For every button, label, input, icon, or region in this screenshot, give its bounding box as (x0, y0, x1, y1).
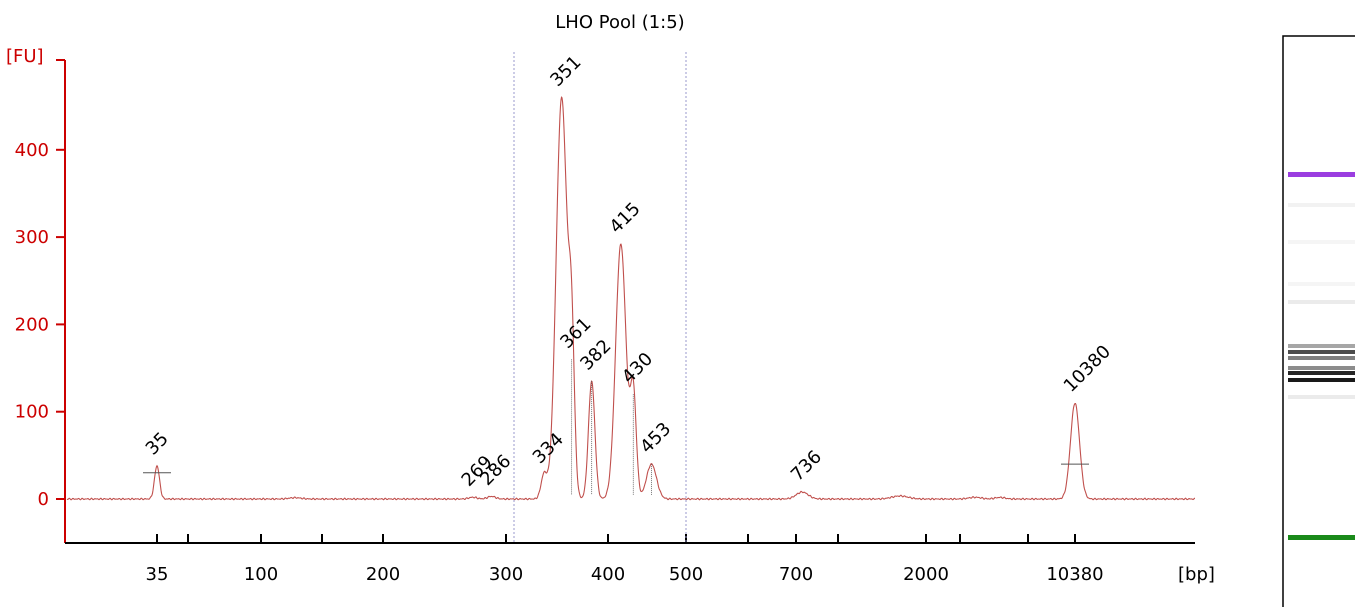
gel-band (1288, 282, 1355, 286)
gel-lane (1282, 35, 1355, 607)
peak-label: 351 (546, 52, 585, 91)
chart-title: LHO Pool (1:5) (555, 12, 684, 33)
gel-band (1288, 300, 1355, 304)
gel-band (1288, 203, 1355, 207)
gel-band (1288, 371, 1355, 375)
y-tick-label: 400 (15, 140, 49, 161)
gel-marker-band (1288, 172, 1355, 177)
y-tick-label: 100 (15, 402, 49, 423)
x-axis-label: [bp] (1178, 564, 1215, 585)
gel-marker-band (1288, 535, 1355, 540)
gel-band (1288, 344, 1355, 348)
x-tick-label: 35 (146, 564, 169, 585)
x-tick-label: 500 (669, 564, 703, 585)
gel-band (1288, 356, 1355, 360)
x-tick-label: 10380 (1046, 564, 1103, 585)
peak-label: 736 (787, 446, 826, 485)
y-axis-label: [FU] (6, 46, 44, 67)
gel-band (1288, 378, 1355, 382)
x-tick-label: 300 (489, 564, 523, 585)
y-tick-label: 300 (15, 227, 49, 248)
y-tick-label: 200 (15, 314, 49, 335)
peak-label: 415 (606, 198, 645, 237)
peak-label: 430 (618, 349, 657, 388)
x-tick-label: 700 (779, 564, 813, 585)
x-tick-label: 100 (244, 564, 278, 585)
gel-band (1288, 240, 1355, 244)
x-tick-label: 2000 (903, 564, 949, 585)
peak-label: 10380 (1060, 341, 1115, 396)
peak-label: 334 (529, 429, 568, 468)
gel-band (1288, 395, 1355, 399)
gel-frame (1282, 35, 1355, 607)
y-tick-label: 0 (38, 489, 49, 510)
peak-label: 453 (636, 418, 675, 457)
trace-line (66, 96, 1195, 501)
x-tick-label: 200 (366, 564, 400, 585)
peak-label: 35 (142, 428, 173, 459)
gel-band (1288, 350, 1355, 354)
plot-area: 0 100 200 300 400 35 100 200 300 400 500 700 2000 103… (15, 52, 1195, 585)
gel-band (1288, 366, 1355, 370)
x-tick-label: 400 (591, 564, 625, 585)
